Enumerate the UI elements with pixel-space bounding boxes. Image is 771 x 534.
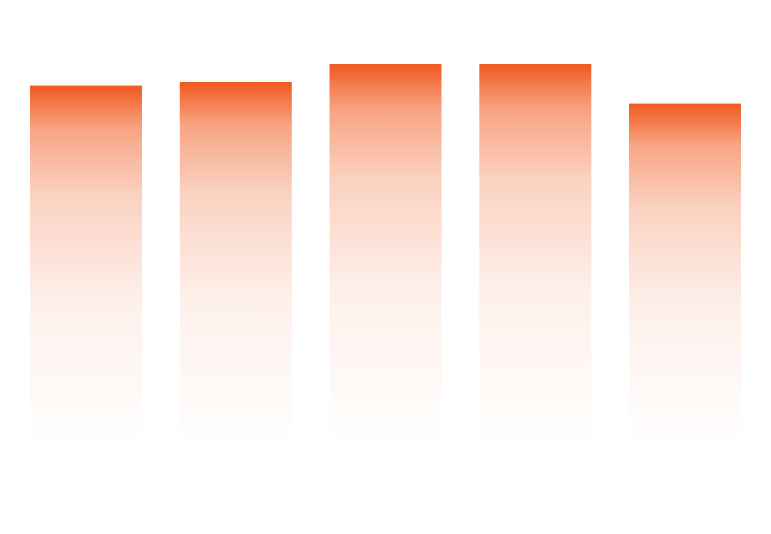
bar-1: [30, 85, 142, 446]
bar-2: [179, 82, 292, 446]
bars-group: [30, 64, 741, 446]
bar-4: [479, 64, 592, 446]
bar-3: [329, 64, 442, 446]
bar-5: [629, 103, 741, 446]
